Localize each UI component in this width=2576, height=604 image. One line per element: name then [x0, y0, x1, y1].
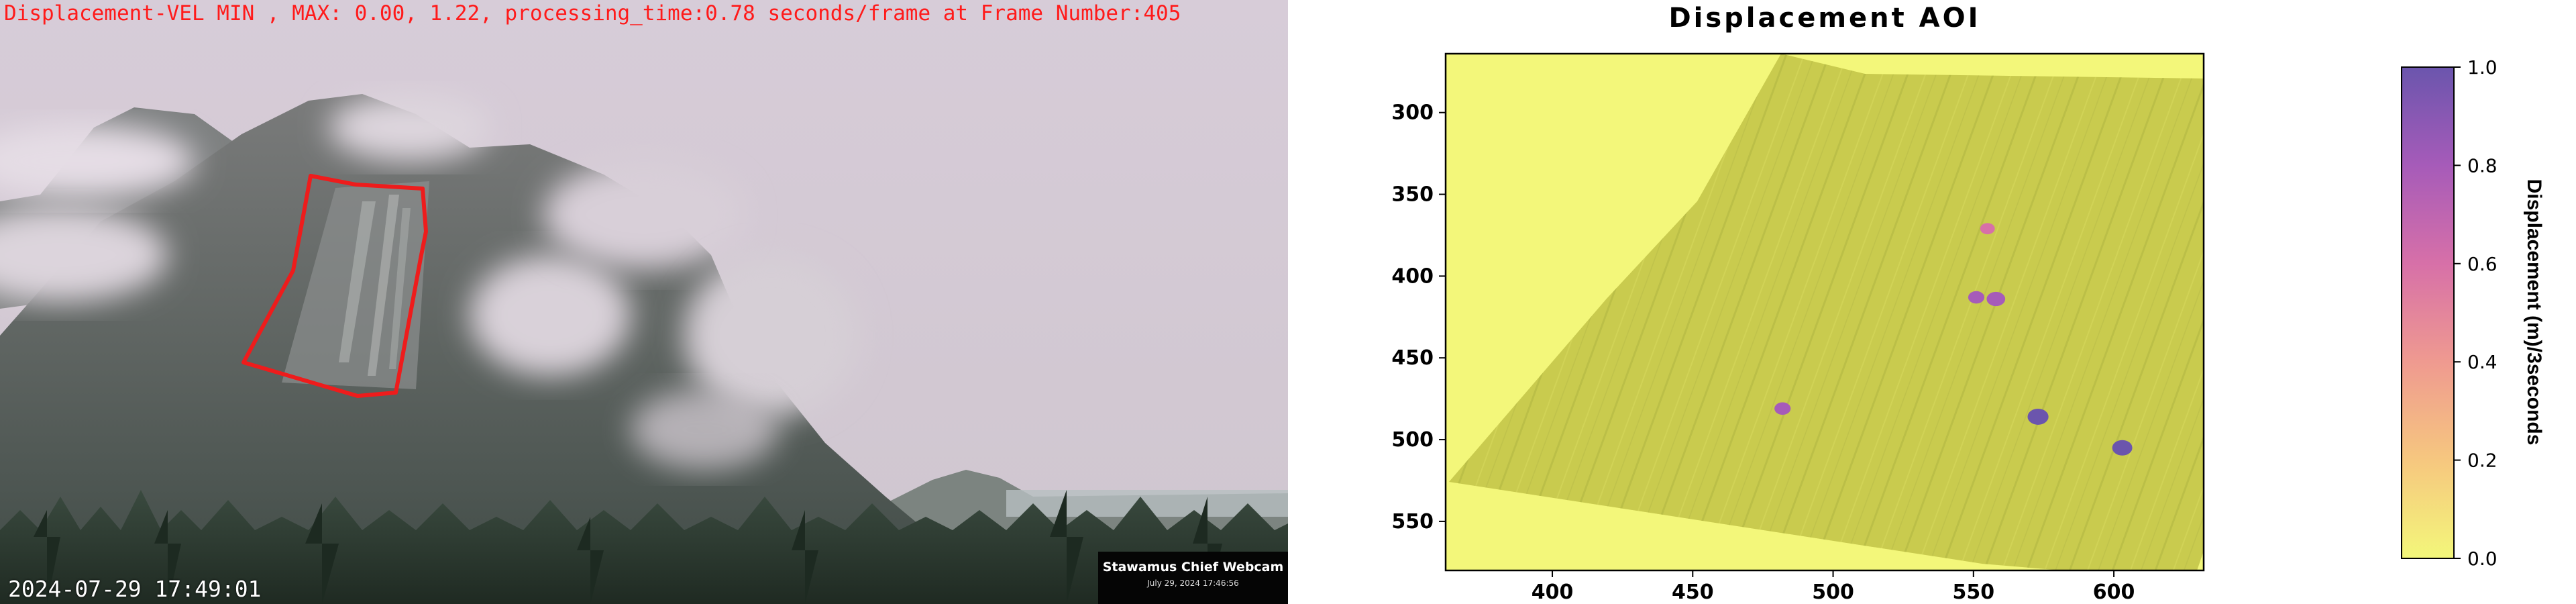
- displacement-hotspot: [2027, 408, 2049, 425]
- webcam-scene: [0, 0, 1288, 604]
- x-tick-label: 550: [1953, 581, 1995, 604]
- colorbar-tick-label: 0.4: [2467, 351, 2498, 373]
- y-tick-label: 500: [1391, 428, 1434, 452]
- x-tick-label: 500: [1812, 581, 1854, 604]
- displacement-hotspot: [1968, 291, 1985, 304]
- colorbar-label: Displacement (m)/3seconds: [2523, 179, 2545, 446]
- y-tick-label: 450: [1391, 346, 1434, 370]
- colorbar-ticks: 0.0 0.2 0.4 0.6 0.8 1.0: [2454, 56, 2498, 570]
- tree-line: [34, 490, 1222, 604]
- y-tick-label: 300: [1391, 101, 1434, 125]
- colorbar-tick-label: 0.2: [2467, 450, 2498, 472]
- plot-frame: [1444, 52, 2205, 572]
- hotspot-layer: [1774, 223, 2133, 456]
- frame-timestamp: 2024-07-29 17:49:01: [8, 576, 262, 602]
- y-tick-label: 550: [1391, 510, 1434, 534]
- x-axis: 400 450 500 550 600: [1532, 570, 2135, 604]
- camera-label-box: Stawamus Chief Webcam July 29, 2024 17:4…: [1098, 552, 1288, 604]
- camera-name: Stawamus Chief Webcam: [1102, 560, 1284, 574]
- x-tick-label: 450: [1672, 581, 1714, 604]
- status-line: Displacement-VEL MIN , MAX: 0.00, 1.22, …: [4, 1, 1181, 26]
- aoi-polygon: [241, 174, 428, 398]
- y-tick-label: 400: [1391, 264, 1434, 288]
- y-tick-label: 350: [1391, 183, 1434, 207]
- colorbar-tick-label: 1.0: [2467, 56, 2498, 79]
- displacement-hotspot: [2112, 440, 2133, 456]
- webcam-frame: Displacement-VEL MIN , MAX: 0.00, 1.22, …: [0, 0, 1288, 604]
- colorbar: [2401, 66, 2455, 559]
- chart-title: Displacement AOI: [1668, 3, 1981, 34]
- camera-date: July 29, 2024 17:46:56: [1147, 578, 1239, 588]
- colorbar-tick-label: 0.0: [2467, 548, 2498, 570]
- displacement-hotspot: [1980, 223, 1995, 235]
- y-axis: 300 350 400 450 500 550: [1391, 101, 1446, 534]
- colorbar-tick-label: 0.6: [2467, 253, 2498, 275]
- x-tick-label: 600: [2093, 581, 2135, 604]
- colorbar-tick-label: 0.8: [2467, 154, 2498, 177]
- displacement-hotspot: [1774, 402, 1791, 415]
- displacement-hotspot: [1986, 291, 2006, 307]
- x-tick-label: 400: [1532, 581, 1574, 604]
